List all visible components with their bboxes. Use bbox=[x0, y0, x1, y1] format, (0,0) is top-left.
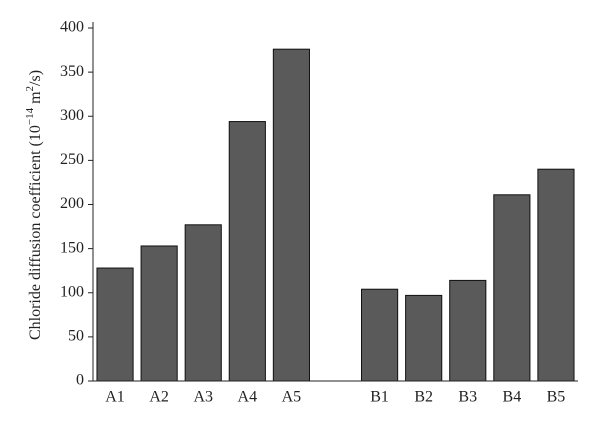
x-tick-label: A4 bbox=[238, 389, 258, 406]
y-tick-label: 50 bbox=[68, 328, 84, 345]
bar bbox=[537, 168, 575, 382]
bar bbox=[228, 121, 266, 382]
x-tick-label: B5 bbox=[547, 389, 566, 406]
bar bbox=[140, 245, 178, 382]
bar bbox=[184, 224, 222, 382]
y-axis-label: Chloride diffusion coefficient (10−14 m2… bbox=[24, 70, 44, 340]
y-tick-label: 150 bbox=[60, 239, 84, 256]
y-axis-label-part: Chloride diffusion coefficient (10 bbox=[27, 125, 44, 340]
y-tick-label: 350 bbox=[60, 63, 84, 80]
x-tick-label: B2 bbox=[414, 389, 433, 406]
y-tick-label: 0 bbox=[76, 372, 84, 389]
bar bbox=[272, 48, 310, 382]
bar bbox=[405, 294, 443, 382]
y-tick-label: 100 bbox=[60, 283, 84, 300]
y-axis-label-part: m bbox=[27, 91, 44, 108]
y-tick-label: 250 bbox=[60, 151, 84, 168]
y-axis-label-part: /s) bbox=[27, 70, 44, 86]
bar bbox=[96, 267, 134, 382]
x-tick-label: B1 bbox=[370, 389, 389, 406]
y-tick-label: 300 bbox=[60, 107, 84, 124]
x-tick-label: A5 bbox=[282, 389, 302, 406]
y-tick-label: 400 bbox=[60, 19, 84, 36]
y-axis-label-part: 2 bbox=[24, 86, 36, 92]
x-tick-label: A3 bbox=[193, 389, 213, 406]
x-tick-label: B4 bbox=[503, 389, 522, 406]
bar bbox=[361, 288, 399, 382]
x-tick-label: A2 bbox=[149, 389, 169, 406]
y-tick-label: 200 bbox=[60, 195, 84, 212]
bar bbox=[449, 279, 487, 382]
y-axis-label-part: −14 bbox=[24, 107, 36, 125]
x-tick-label: B3 bbox=[458, 389, 477, 406]
bar bbox=[493, 194, 531, 382]
x-tick-label: A1 bbox=[105, 389, 125, 406]
